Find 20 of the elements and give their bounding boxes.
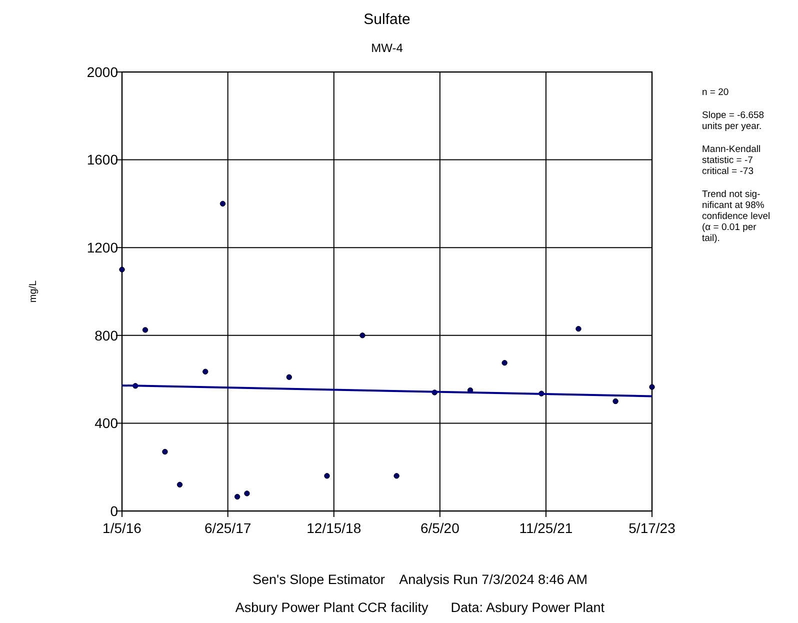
y-tick-label: 1600: [86, 152, 118, 168]
chart-subtitle: MW-4: [371, 41, 404, 55]
text: Asbury Power Plant CCR facility Data: Asbury Power Plant: [235, 600, 605, 615]
x-tick-label: 6/5/20: [420, 520, 460, 536]
y-axis-title: mg/L: [28, 280, 39, 303]
text: n = 20: [702, 87, 729, 98]
text: Trend not sig- nificant at 98% confidence level (α = 0.01 per tail).: [702, 189, 770, 244]
chart-title: Sulfate: [364, 11, 410, 28]
text: Sen's Slope Estimator Analysis Run 7/3/2024 8:46 AM: [252, 572, 588, 587]
y-tick-label: 1200: [86, 240, 118, 256]
x-tick-label: 1/5/16: [102, 520, 142, 536]
x-tick-label: 12/15/18: [306, 520, 362, 536]
text: Slope = -6.658 units per year.: [702, 110, 764, 132]
x-tick-label: 6/25/17: [204, 520, 252, 536]
x-tick-label: 11/25/21: [519, 520, 573, 536]
y-tick-label: 400: [94, 415, 118, 432]
x-tick-label: 5/17/23: [628, 520, 676, 536]
y-tick-label: 2000: [86, 64, 118, 80]
y-tick-label: 800: [94, 327, 118, 344]
text: Mann-Kendall statistic = -7 critical = -73: [702, 144, 761, 177]
